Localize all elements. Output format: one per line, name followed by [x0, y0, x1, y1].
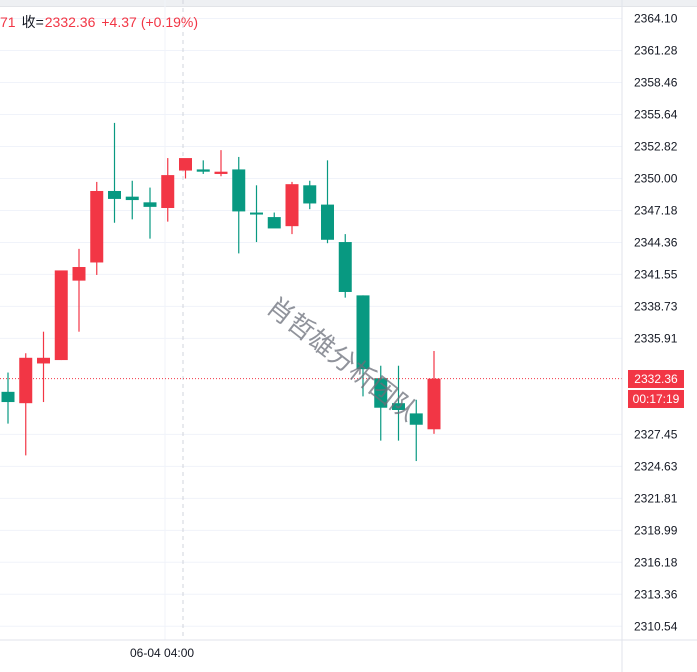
- price-tick-label: 2347.18: [634, 204, 678, 218]
- top-toolbar-strip: [0, 0, 697, 7]
- candle-body: [19, 357, 33, 404]
- candle-body: [143, 202, 157, 207]
- candle-body: [338, 242, 352, 292]
- price-tick-label: 2344.36: [634, 236, 678, 250]
- price-tick-label: 2310.54: [634, 619, 678, 633]
- price-tick-label: 2358.46: [634, 76, 678, 90]
- candle-body: [374, 378, 388, 408]
- watermark: 肖哲雄分析团队: [261, 292, 423, 428]
- candle-body: [72, 267, 86, 281]
- candle: [143, 187, 157, 239]
- candle-body: [179, 158, 192, 171]
- candle: [338, 234, 352, 298]
- change-percent: (+0.19%): [140, 14, 199, 30]
- price-tick-label: 2352.82: [634, 140, 678, 154]
- change-value: +4.37: [101, 14, 137, 30]
- price-tick-label: 2321.81: [634, 491, 678, 505]
- candle-body: [409, 413, 423, 425]
- candle-body: [196, 169, 210, 172]
- price-tick-label: 2338.73: [634, 299, 678, 313]
- price-tick-label: 2335.91: [634, 331, 678, 345]
- price-tick-label: 2313.36: [634, 587, 678, 601]
- candle-body: [214, 171, 228, 174]
- candle: [374, 365, 388, 441]
- candle-body: [37, 357, 50, 364]
- candle: [108, 122, 121, 223]
- prev-value-fragment: 71: [0, 14, 16, 30]
- candle: [72, 248, 86, 332]
- candle: [267, 212, 281, 229]
- candle: [409, 399, 423, 462]
- candle-body: [285, 184, 299, 227]
- close-value: 2332.36: [44, 14, 96, 30]
- candle-body: [356, 295, 370, 370]
- candle: [321, 160, 334, 244]
- candle: [37, 331, 50, 403]
- candle-body: [1, 391, 15, 403]
- price-tick-label: 2361.28: [634, 44, 678, 58]
- candle: [285, 181, 299, 235]
- candle-body: [125, 196, 139, 201]
- price-axis[interactable]: 2364.10 2361.28 2358.46 2355.64 2352.82 2350.…: [634, 12, 678, 634]
- price-tick-label: 2316.18: [634, 555, 678, 569]
- ohlc-legend: 71 收=2332.36 +4.37 (+0.19%): [0, 12, 198, 32]
- candle-body: [161, 175, 175, 209]
- candle-body: [232, 169, 246, 212]
- price-tick-label: 2327.45: [634, 427, 678, 441]
- candle: [303, 180, 317, 210]
- candle: [196, 160, 210, 174]
- price-tick-label: 2341.55: [634, 267, 678, 281]
- candle: [54, 270, 68, 361]
- price-tick-label: 2364.10: [634, 12, 678, 26]
- candle: [250, 185, 263, 243]
- candle: [1, 372, 15, 424]
- candle-body: [321, 204, 334, 240]
- candle: [179, 158, 192, 179]
- candle: [125, 180, 139, 220]
- candle-body: [392, 403, 405, 410]
- current-price-tag: 2332.36: [628, 369, 684, 388]
- candle-body: [54, 270, 68, 361]
- candle: [161, 158, 175, 222]
- candle: [214, 150, 228, 177]
- candle-body: [250, 212, 263, 215]
- candle: [19, 353, 33, 456]
- grid-lines: [0, 0, 622, 640]
- price-tick-label: 2318.99: [634, 523, 678, 537]
- candle-body: [303, 185, 317, 204]
- candle-body: [267, 217, 281, 229]
- candle: [392, 365, 405, 441]
- candle-body: [427, 378, 441, 430]
- price-tick-label: 2350.00: [634, 172, 678, 186]
- candle: [427, 350, 441, 434]
- candle-body: [90, 190, 104, 263]
- candle: [356, 295, 370, 397]
- bar-countdown-tag: 00:17:19: [628, 389, 684, 408]
- time-axis-label: 06-04 04:00: [130, 646, 195, 660]
- candles-layer: [1, 122, 441, 462]
- candle-body: [108, 190, 121, 199]
- candle: [90, 181, 104, 275]
- price-tick-label: 2355.64: [634, 108, 678, 122]
- candle: [232, 156, 246, 254]
- price-tick-label: 2324.63: [634, 459, 678, 473]
- close-label: 收=: [21, 14, 44, 30]
